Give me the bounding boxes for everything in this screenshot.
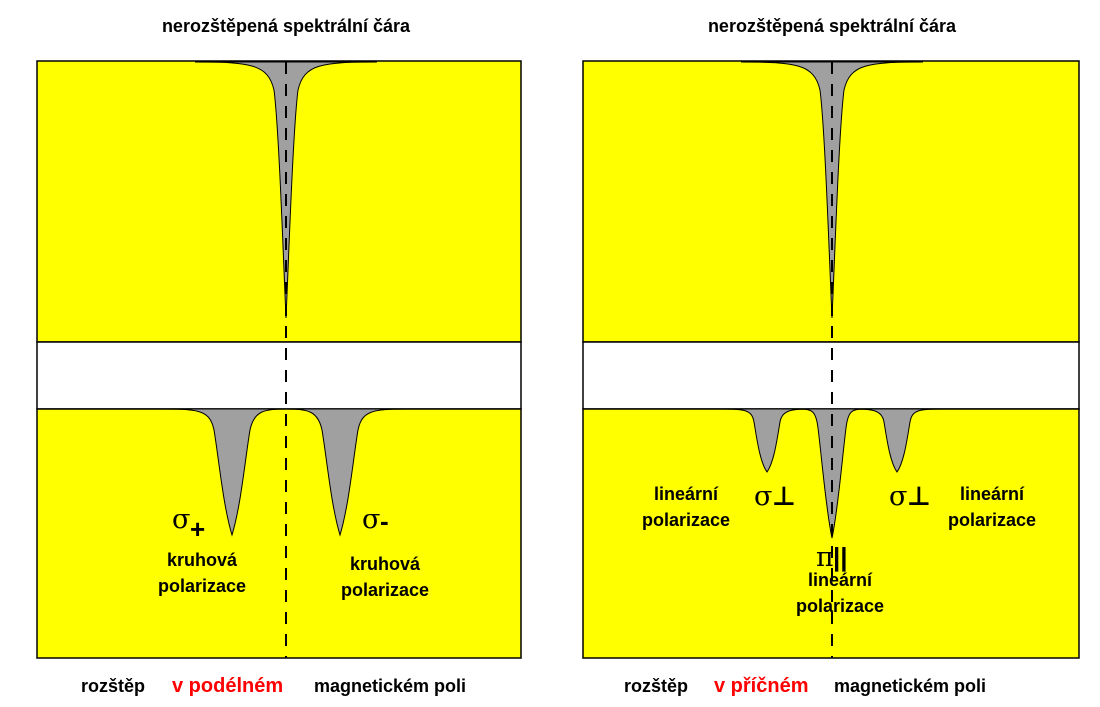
right-unsplit-line <box>740 61 924 319</box>
left-sigma-minus-line <box>285 408 408 537</box>
right-sigma-right-mark: ⊥ <box>907 481 931 511</box>
right-panel: nerozštěpená spektrální čára σ ⊥ σ ⊥ π |… <box>582 16 1080 697</box>
left-split-panel <box>36 408 522 659</box>
left-caption-post: magnetickém poli <box>314 676 466 696</box>
left-sigma-plus-sign: + <box>190 514 205 544</box>
left-label-left-line1: kruhová <box>167 550 238 570</box>
right-label-right-line1: lineární <box>960 484 1025 504</box>
left-caption-highlight: v podélném <box>172 675 283 697</box>
left-label-right-line2: polarizace <box>341 580 429 600</box>
right-label-left-line2: polarizace <box>642 510 730 530</box>
right-sigma-left-mark: ⊥ <box>772 481 796 511</box>
right-pi-symbol: π <box>816 542 834 573</box>
right-sigma-right-line <box>853 408 943 473</box>
right-sigma-right-symbol: σ <box>889 481 907 512</box>
left-panel: nerozštěpená spektrální čára σ + σ - kru… <box>36 16 522 697</box>
right-sigma-left-symbol: σ <box>754 481 772 512</box>
right-label-center-line2: polarizace <box>796 596 884 616</box>
right-pi-mark: || <box>833 542 848 572</box>
right-pi-line <box>799 408 865 539</box>
left-gap-band <box>36 341 522 410</box>
right-label-left-line1: lineární <box>654 484 719 504</box>
left-panel-title: nerozštěpená spektrální čára <box>162 16 411 36</box>
left-unsplit-line <box>194 61 378 319</box>
right-caption-post: magnetickém poli <box>834 676 986 696</box>
left-sigma-minus-symbol: σ <box>362 504 380 535</box>
right-sigma-left-line <box>721 408 811 473</box>
left-sigma-plus-symbol: σ <box>172 504 190 535</box>
right-label-right-line2: polarizace <box>948 510 1036 530</box>
left-caption-pre: rozštěp <box>81 676 145 696</box>
right-panel-title: nerozštěpená spektrální čára <box>708 16 957 36</box>
left-sigma-minus-sign: - <box>380 506 389 536</box>
left-label-left-line2: polarizace <box>158 576 246 596</box>
left-label-right-line1: kruhová <box>350 554 421 574</box>
right-caption-pre: rozštěp <box>624 676 688 696</box>
left-sigma-plus-line <box>164 408 287 537</box>
right-caption-highlight: v příčném <box>714 675 808 697</box>
right-label-center-line1: lineární <box>808 570 873 590</box>
